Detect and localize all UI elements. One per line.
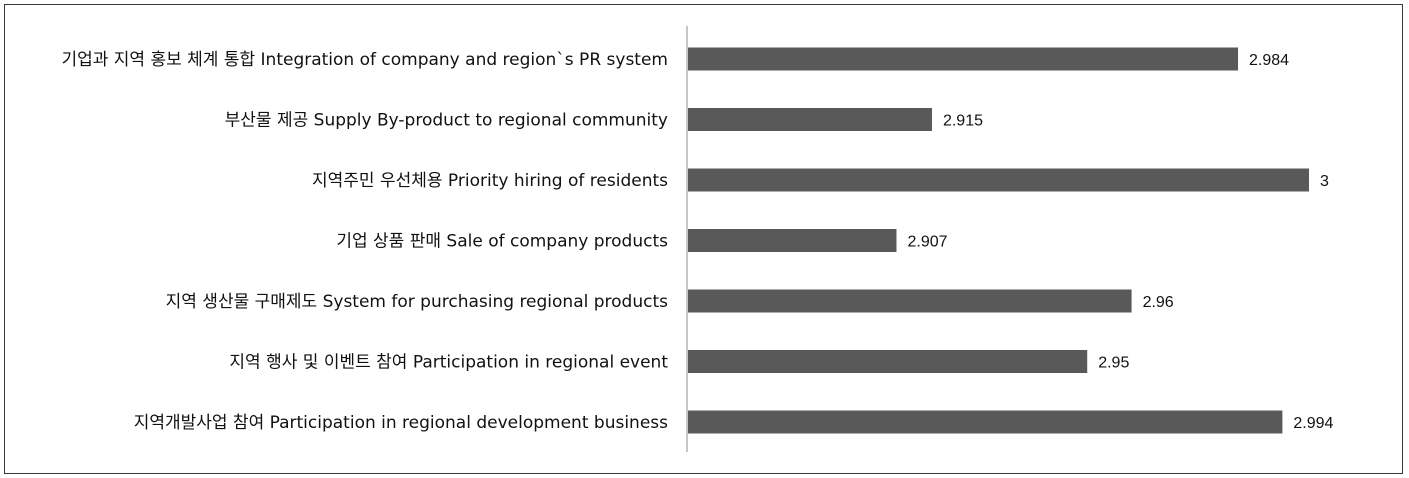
bar	[688, 108, 932, 131]
value-label: 2.907	[907, 234, 947, 251]
bar	[688, 289, 1132, 313]
category-label: 지역 생산물 구매제도 System for purchasing region…	[166, 292, 669, 312]
value-label: 2.994	[1293, 415, 1333, 432]
value-label: 2.915	[943, 113, 983, 130]
category-label: 지역주민 우선체용 Priority hiring of residents	[312, 171, 668, 191]
bar	[688, 350, 1088, 373]
category-label: 부산물 제공 Supply By-product to regional com…	[225, 111, 668, 131]
bar	[688, 229, 897, 252]
value-label: 3	[1320, 173, 1329, 190]
category-label: 기업과 지역 홍보 체계 통합 Integration of company a…	[61, 50, 668, 70]
value-label: 2.96	[1143, 294, 1174, 311]
bar	[688, 47, 1239, 71]
bar	[688, 168, 1309, 192]
category-label: 지역 행사 및 이벤트 참여 Participation in regional…	[229, 353, 668, 373]
bars-layer: 기업과 지역 홍보 체계 통합 Integration of company a…	[61, 47, 1334, 434]
bar	[688, 410, 1283, 434]
value-label: 2.95	[1098, 355, 1129, 372]
value-label: 2.984	[1249, 52, 1289, 69]
category-label: 지역개발사업 참여 Participation in regional deve…	[134, 413, 668, 433]
category-label: 기업 상품 판매 Sale of company products	[336, 232, 668, 252]
